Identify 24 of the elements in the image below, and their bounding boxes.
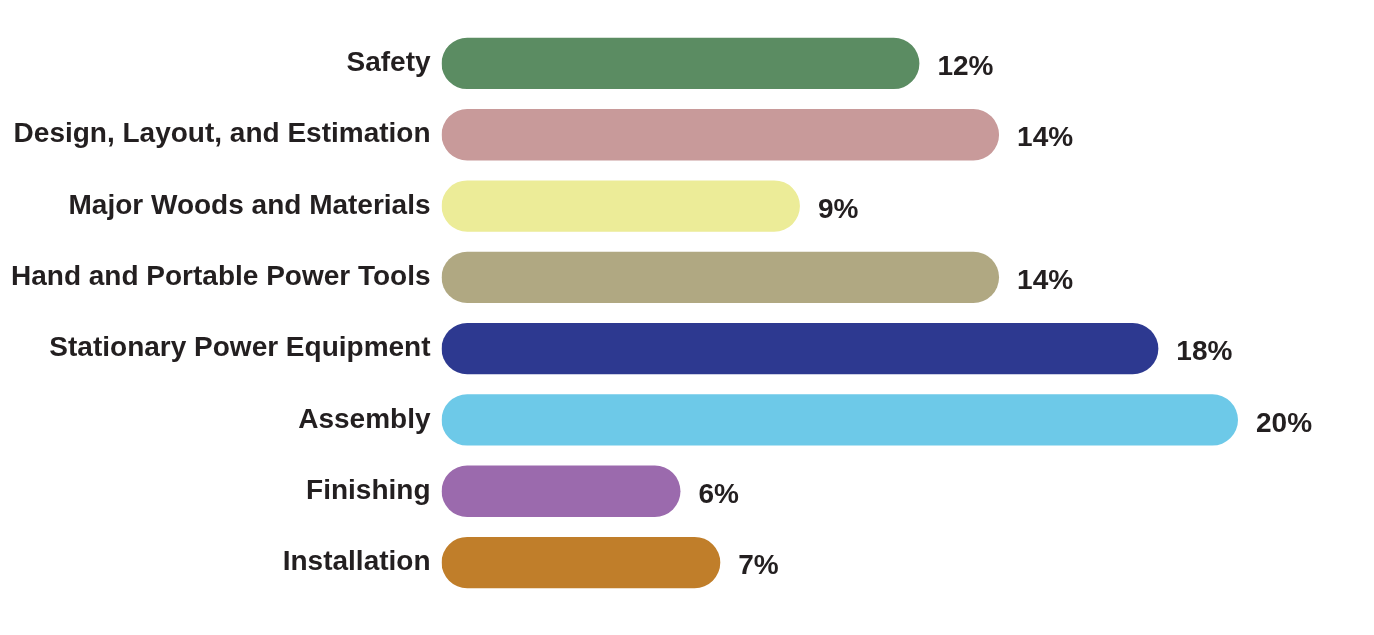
data-label: 7% — [738, 549, 779, 581]
data-label: 18% — [1176, 335, 1233, 367]
bar — [441, 465, 681, 517]
bar — [441, 322, 1159, 375]
bar — [441, 109, 1000, 161]
y-tick-label: Hand and Portable Power Tools — [10, 260, 431, 292]
bar — [441, 394, 1238, 446]
y-tick-label: Major Woods and Materials — [68, 188, 431, 220]
bar — [441, 37, 920, 90]
y-tick-label: Design, Layout, and Estimation — [13, 117, 431, 149]
y-tick-label: Safety — [346, 46, 431, 78]
data-label: 14% — [1017, 264, 1074, 296]
bar — [441, 251, 1000, 304]
y-tick-label: Installation — [282, 545, 431, 577]
y-tick-label: Assembly — [298, 402, 431, 434]
y-tick-label: Finishing — [306, 473, 431, 505]
data-label: 20% — [1256, 406, 1313, 438]
data-label: 6% — [698, 477, 740, 509]
data-label: 9% — [817, 192, 859, 224]
bar — [441, 536, 721, 589]
data-label: 14% — [1017, 121, 1074, 153]
bar — [441, 180, 800, 232]
data-label: 12% — [937, 50, 994, 82]
y-tick-label: Stationary Power Equipment — [49, 331, 431, 363]
